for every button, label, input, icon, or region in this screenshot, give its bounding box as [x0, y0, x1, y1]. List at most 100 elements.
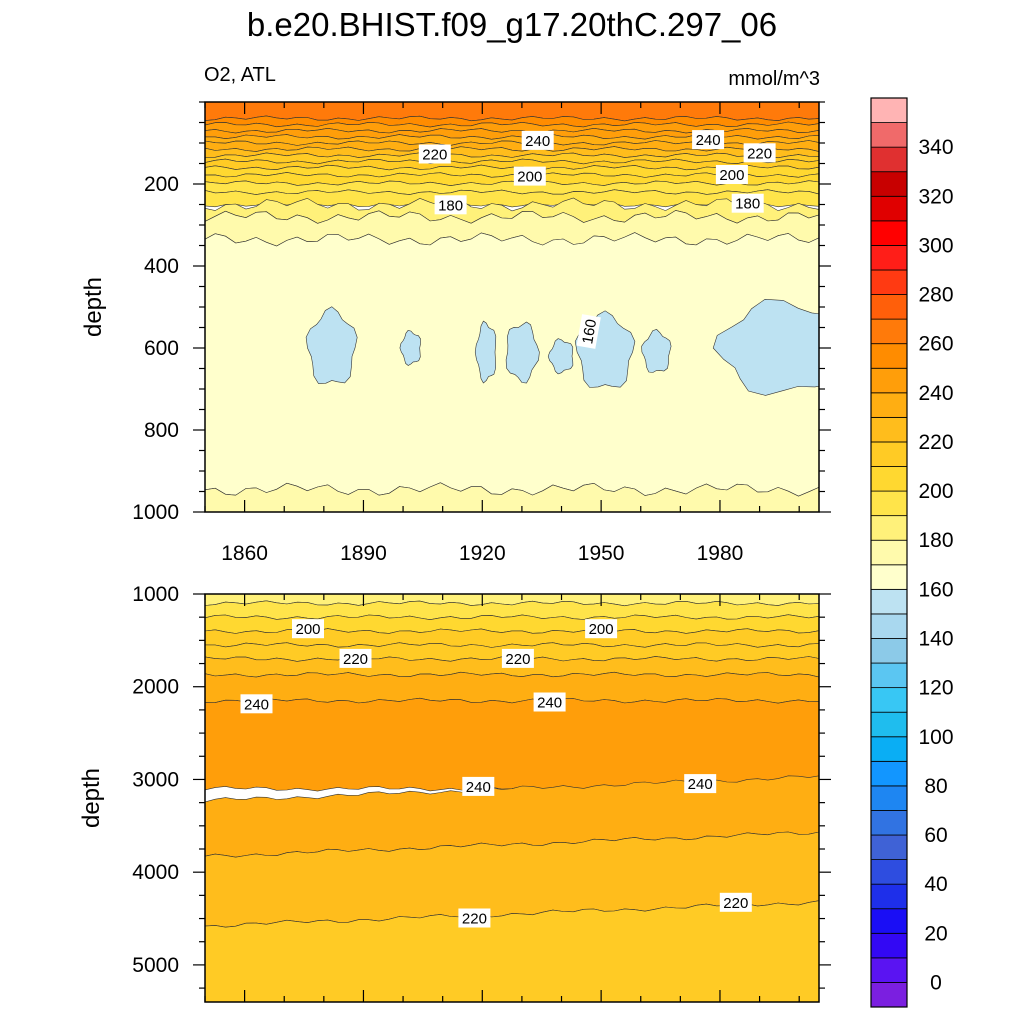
contour-blob: [505, 321, 540, 384]
y-tick-label: 3000: [132, 768, 179, 791]
colorbar-label: 100: [918, 726, 953, 749]
colorbar-label: 320: [918, 185, 953, 208]
contour-label-bg: [521, 130, 554, 150]
contour-blob: [399, 329, 421, 366]
contour-label: 240: [521, 130, 554, 150]
contour-label-bg: [576, 314, 601, 349]
contour-label-bg: [462, 776, 495, 796]
colorbar-swatch: [870, 466, 908, 492]
variable-label: O2, ATL: [204, 64, 276, 86]
contour-band: [205, 900, 819, 1002]
contour-label-text: 220: [462, 911, 487, 928]
contour-label-text: 180: [438, 197, 463, 214]
colorbar-swatch: [870, 171, 908, 197]
contour-label-bg: [731, 193, 764, 213]
contour-label-bg: [692, 130, 725, 150]
colorbar-swatch: [870, 588, 908, 615]
contour-blob: [305, 306, 358, 384]
contour-label: 200: [292, 619, 324, 639]
y-tick-label: 400: [144, 255, 179, 278]
contour-blob: [712, 298, 819, 396]
colorbar-swatch: [870, 564, 908, 590]
contour-label-text: 240: [696, 132, 721, 149]
colorbar-label: 140: [918, 628, 953, 651]
contour-label-bg: [434, 195, 467, 215]
colorbar-swatch: [870, 932, 908, 959]
contour-label: 220: [719, 892, 752, 912]
colorbar-swatch: [870, 195, 908, 222]
colorbar-label: 120: [918, 677, 953, 700]
colorbar-swatch: [870, 883, 908, 910]
contour-blob: [474, 320, 497, 384]
contour-label: 180: [434, 195, 467, 215]
contour-label-text: 220: [723, 895, 748, 912]
x-tick-label: 1890: [340, 542, 387, 565]
contour-label-text: 200: [719, 167, 744, 184]
contour-label-text: 220: [505, 651, 530, 668]
contour-band: [205, 671, 819, 704]
colorbar: 0 20 40 60 80 100 120 140 160 180 200 220 240 260 280 3…: [870, 97, 954, 1008]
contour-label-bg: [501, 648, 534, 668]
colorbar-swatch: [870, 662, 908, 689]
colorbar-swatch: [870, 760, 908, 787]
colorbar-label: 300: [918, 234, 953, 257]
colorbar-swatch: [870, 638, 908, 664]
contour-label: 240: [684, 774, 717, 794]
colorbar-swatch: [870, 736, 908, 762]
colorbar-label: 80: [924, 775, 947, 798]
plot-frame: [204, 593, 820, 1003]
colorbar-swatch: [870, 367, 908, 394]
y-tick-label: 1000: [132, 583, 179, 606]
contour-label-bg: [339, 648, 372, 668]
colorbar-swatch: [870, 859, 908, 885]
colorbar-swatch: [870, 539, 908, 566]
contour-band: [205, 482, 819, 512]
contour-blob: [641, 329, 672, 373]
colorbar-label: 340: [918, 136, 953, 159]
colorbar-swatch: [870, 834, 908, 861]
contour-label: 220: [501, 648, 534, 668]
colorbar-swatch: [870, 343, 908, 369]
y-axis-label: depth: [80, 277, 107, 337]
contour-label-text: 240: [525, 133, 550, 150]
colorbar-swatch: [870, 687, 908, 713]
colorbar-swatch: [870, 294, 908, 320]
contour-label-bg: [719, 892, 752, 912]
contour-label-text: 220: [343, 651, 368, 668]
contour-label-text: 220: [422, 147, 447, 164]
colorbar-swatch: [870, 515, 908, 541]
y-tick-label: 200: [144, 173, 179, 196]
contour-label-text: 200: [517, 169, 542, 186]
contour-label: 200: [585, 619, 618, 639]
y-tick-label: 2000: [132, 676, 179, 699]
contour-label-bg: [533, 692, 566, 712]
colorbar-swatch: [870, 97, 908, 123]
colorbar-swatch: [870, 269, 908, 295]
contour-label-bg: [458, 908, 491, 928]
colorbar-swatch: [870, 318, 908, 345]
contour-label-bg: [418, 144, 451, 164]
contour-label: 240: [240, 694, 273, 714]
contour-label: 240: [533, 692, 566, 712]
contour-label-text: 220: [747, 145, 772, 162]
colorbar-label: 240: [918, 382, 953, 405]
contour-label-text: 240: [688, 776, 713, 793]
y-tick-label: 5000: [132, 954, 179, 977]
contour-label-text: 160: [579, 318, 600, 346]
x-tick-label: 1860: [221, 542, 268, 565]
colorbar-frame: [870, 97, 908, 1008]
contour-label-bg: [743, 143, 776, 163]
contour-band: [205, 189, 819, 208]
contour-label-text: 240: [466, 779, 491, 796]
colorbar-swatch: [870, 220, 908, 246]
y-tick-label: 1000: [132, 501, 179, 524]
contour-label: 200: [513, 166, 546, 186]
colorbar-swatch: [870, 613, 908, 639]
colorbar-swatch: [870, 416, 908, 443]
colorbar-label: 200: [918, 480, 953, 503]
contour-label-bg: [240, 694, 273, 714]
y-tick-label: 600: [144, 337, 179, 360]
colorbar-label: 180: [918, 529, 953, 552]
colorbar-label: 160: [918, 578, 953, 601]
